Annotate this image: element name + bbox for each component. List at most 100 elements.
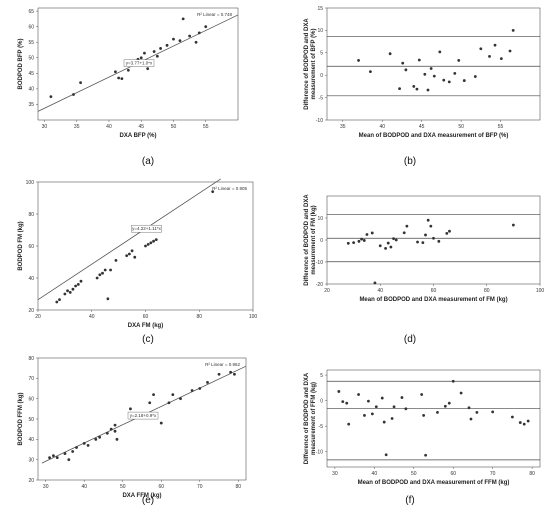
- equation-box: [131, 224, 162, 233]
- x-tick-label: 45: [419, 124, 425, 130]
- y-axis-label: Difference of BODPOD and DXAmeasurement …: [304, 18, 317, 110]
- data-point: [79, 81, 82, 85]
- data-point: [462, 79, 466, 82]
- data-point: [68, 291, 72, 294]
- y-axis-label-line: Difference of BODPOD and DXA: [304, 194, 310, 286]
- x-tick-label: 50: [458, 124, 464, 130]
- data-point: [457, 59, 461, 62]
- x-tick-label: 45: [138, 124, 144, 130]
- data-point: [211, 190, 215, 194]
- data-point: [178, 39, 182, 43]
- data-point: [518, 421, 522, 424]
- data-point: [167, 401, 171, 405]
- data-point: [429, 67, 433, 70]
- data-point: [133, 255, 137, 259]
- data-point: [447, 401, 451, 405]
- data-point: [171, 393, 175, 396]
- y-tick-label: 50: [28, 417, 34, 423]
- y-axis-label: BODPOD FFM (kg): [18, 393, 24, 446]
- equation-box: [127, 411, 159, 420]
- data-point: [436, 410, 439, 414]
- y-tick-label: 20: [28, 308, 34, 314]
- data-point: [101, 271, 104, 275]
- data-point: [146, 243, 150, 246]
- y-axis-label-line: Difference of BODPOD and DXA: [304, 18, 310, 110]
- y-axis-label-line: measurement of FFM (kg): [311, 382, 317, 455]
- data-point: [143, 51, 146, 55]
- x-axis-label: Mean of BODPOD and DXA measurement of BF…: [359, 133, 509, 139]
- panel-caption: (c): [142, 334, 154, 345]
- x-tick-label: 50: [171, 124, 177, 130]
- data-point: [113, 423, 117, 427]
- y-tick-label: 15: [317, 6, 323, 12]
- data-point: [491, 410, 495, 414]
- plot-frame: [326, 369, 541, 468]
- y-axis-label-line: measurement of BFP (%): [311, 29, 317, 100]
- data-point: [388, 52, 392, 56]
- y-tick-label: -20: [316, 282, 323, 288]
- data-point: [152, 393, 155, 396]
- x-tick-label: 80: [196, 314, 202, 320]
- data-point: [451, 379, 455, 383]
- data-point: [159, 421, 163, 425]
- panel-caption: (e): [142, 495, 154, 506]
- data-point: [443, 404, 447, 408]
- data-point: [362, 239, 366, 242]
- y-tick-label: 45: [28, 71, 34, 77]
- data-point: [115, 437, 119, 441]
- data-point: [508, 49, 512, 53]
- fit-equation: y=3.77+1.0*x: [126, 61, 153, 66]
- data-point: [374, 405, 378, 409]
- data-point: [392, 405, 396, 409]
- r2-label: R² Linear = 0.748: [197, 12, 232, 17]
- data-point: [120, 77, 124, 81]
- data-point: [370, 412, 374, 416]
- data-point: [71, 287, 75, 291]
- y-tick-label: -5: [319, 95, 324, 101]
- data-point: [522, 422, 526, 426]
- x-tick-label: 60: [431, 288, 437, 294]
- x-tick-label: 80: [529, 471, 535, 477]
- data-point: [511, 29, 515, 32]
- data-point: [181, 17, 185, 21]
- data-point: [445, 232, 449, 235]
- y-tick-label: 5: [320, 51, 323, 57]
- data-point: [479, 47, 483, 51]
- data-point: [55, 300, 59, 304]
- y-axis-label-line: measurement of FM (kg): [311, 205, 317, 274]
- data-point: [447, 80, 451, 84]
- x-tick-label: 80: [484, 288, 490, 294]
- x-tick-label: 50: [411, 471, 417, 477]
- y-tick-label: 0: [320, 398, 323, 404]
- data-point: [360, 237, 364, 241]
- data-point: [398, 87, 401, 91]
- data-point: [105, 431, 109, 435]
- x-tick-label: 55: [203, 124, 209, 130]
- data-point: [405, 224, 409, 228]
- data-point: [438, 50, 442, 54]
- x-tick-label: 40: [106, 124, 112, 130]
- y-tick-label: 0: [320, 73, 323, 79]
- y-tick-label: 50: [28, 56, 34, 62]
- data-point: [179, 397, 182, 401]
- data-point: [98, 273, 102, 277]
- data-point: [217, 372, 221, 376]
- x-tick-label: 35: [340, 124, 346, 130]
- data-point: [432, 74, 436, 78]
- data-point: [95, 276, 99, 280]
- x-tick-label: 60: [143, 314, 149, 320]
- y-tick-label: 80: [28, 356, 34, 362]
- data-point: [422, 414, 426, 417]
- data-point: [415, 87, 419, 91]
- data-point: [417, 58, 421, 62]
- fit-equation: y=2.18+0.9*x: [130, 413, 157, 418]
- data-point: [402, 231, 406, 235]
- data-point: [63, 452, 67, 455]
- x-tick-label: 100: [536, 288, 545, 294]
- equation-box: [123, 59, 155, 67]
- data-point: [423, 72, 427, 76]
- data-point: [426, 218, 430, 222]
- chart-panel-c: 20 40 60 80 100 20 40 60 80 100 DXA FM (kg) BODPOD …: [18, 178, 257, 345]
- y-tick-label: 10: [317, 216, 323, 222]
